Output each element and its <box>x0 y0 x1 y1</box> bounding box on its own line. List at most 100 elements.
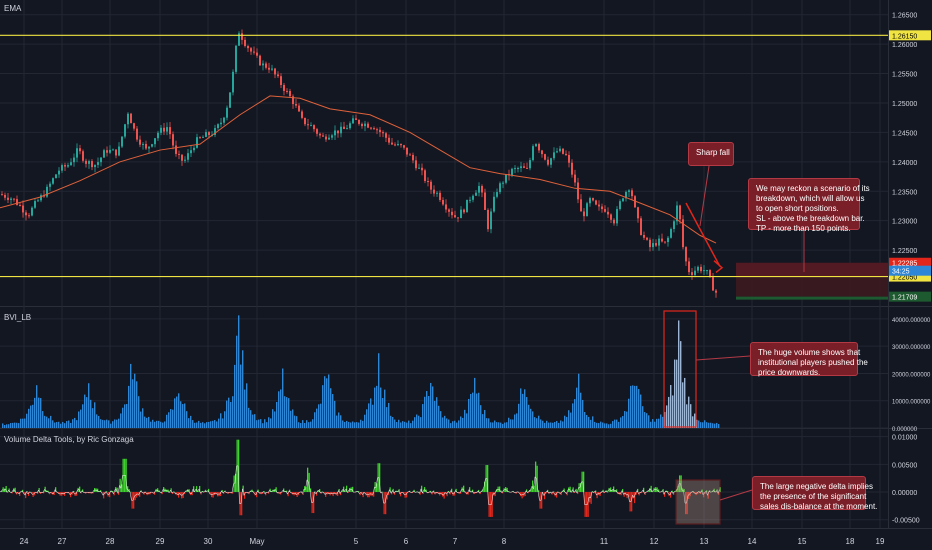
delta-bar <box>68 492 70 493</box>
volume-bar <box>606 423 608 428</box>
delta-line <box>17 492 20 495</box>
delta-line <box>153 490 156 494</box>
delta-bar <box>391 492 393 495</box>
delta-bar <box>208 488 210 493</box>
volume-bar <box>134 373 136 428</box>
delta-line <box>255 490 258 495</box>
level-price-label: 1.22050 <box>892 275 917 282</box>
delta-bar <box>257 489 259 493</box>
candle-body <box>436 192 438 194</box>
candle-body <box>343 126 345 129</box>
delta-pane[interactable] <box>0 439 753 525</box>
delta-line <box>77 489 80 491</box>
delta-bar <box>602 489 604 493</box>
delta-bar <box>590 492 592 504</box>
candle-body <box>604 209 606 212</box>
delta-line <box>590 491 593 499</box>
delta-line <box>168 489 171 493</box>
delta-line <box>249 490 252 492</box>
volume-bar <box>532 411 534 428</box>
delta-bar <box>628 492 630 497</box>
volume-bar <box>564 415 566 428</box>
delta-bar <box>7 492 9 493</box>
candle-body <box>673 221 675 230</box>
volume-bar <box>632 385 634 428</box>
candle-body <box>235 45 237 72</box>
candle-body <box>403 145 405 148</box>
delta-bar <box>298 492 300 496</box>
candle-body <box>49 183 51 187</box>
volume-bar <box>620 417 622 428</box>
candle-body <box>331 135 333 138</box>
delta-bar <box>664 492 666 497</box>
volume-bar <box>704 420 706 428</box>
delta-bar <box>143 492 145 495</box>
volume-bar <box>554 421 556 428</box>
delta-bar <box>365 492 367 496</box>
delta-bar <box>212 492 214 498</box>
delta-line <box>62 493 65 495</box>
volume-bar <box>654 421 656 428</box>
delta-line <box>476 490 479 493</box>
delta-bar <box>674 491 676 493</box>
candle-body <box>685 247 687 262</box>
volume-bar <box>58 421 60 428</box>
delta-line <box>185 490 188 492</box>
volume-bar <box>182 404 184 428</box>
price-pane[interactable] <box>0 29 888 300</box>
delta-line <box>456 492 459 494</box>
volume-bar <box>458 420 460 428</box>
delta-line <box>506 489 509 492</box>
delta-line <box>527 490 530 493</box>
delta-bar <box>199 485 201 493</box>
volume-pane[interactable] <box>2 310 751 428</box>
delta-bar <box>179 492 181 495</box>
delta-bar <box>595 490 597 493</box>
delta-bar <box>184 492 186 495</box>
volume-bar <box>152 419 154 428</box>
candle-body <box>154 138 156 145</box>
take-profit-zone <box>736 296 888 300</box>
delta-bar <box>332 492 334 497</box>
volume-bar <box>46 416 48 428</box>
volume-bar <box>616 419 618 428</box>
delta-line <box>437 492 440 494</box>
delta-line <box>314 491 317 495</box>
volume-bar <box>478 392 480 428</box>
candle-body <box>709 270 711 278</box>
volume-bar <box>682 382 684 428</box>
volume-bar <box>96 414 98 428</box>
delta-bar <box>637 488 639 493</box>
volume-bar <box>340 415 342 428</box>
delta-bar <box>446 492 448 497</box>
delta-bar <box>532 480 534 493</box>
delta-bar <box>649 488 651 493</box>
delta-line <box>56 491 59 494</box>
delta-bar <box>373 492 375 497</box>
volume-bar <box>222 418 224 428</box>
delta-line <box>2 489 5 491</box>
delta-line <box>425 490 428 493</box>
delta-line <box>240 488 243 504</box>
delta-bar <box>352 486 354 493</box>
volume-bar <box>234 364 236 428</box>
candle-body <box>127 113 129 125</box>
delta-bar <box>196 486 198 493</box>
volume-bar <box>438 405 440 428</box>
candle-body <box>328 137 330 140</box>
volume-bar <box>242 350 244 428</box>
candle-body <box>124 124 126 137</box>
x-tick-label: 29 <box>156 537 165 546</box>
delta-line <box>204 490 207 493</box>
candle-body <box>703 270 705 272</box>
delta-line <box>453 490 456 494</box>
candle-body <box>439 192 441 201</box>
delta-line <box>483 478 486 487</box>
candle-body <box>391 142 393 145</box>
candle-body <box>100 157 102 163</box>
delta-bar <box>530 488 532 493</box>
delta-line <box>287 490 290 495</box>
candle-body <box>616 209 618 224</box>
delta-line <box>21 490 24 494</box>
